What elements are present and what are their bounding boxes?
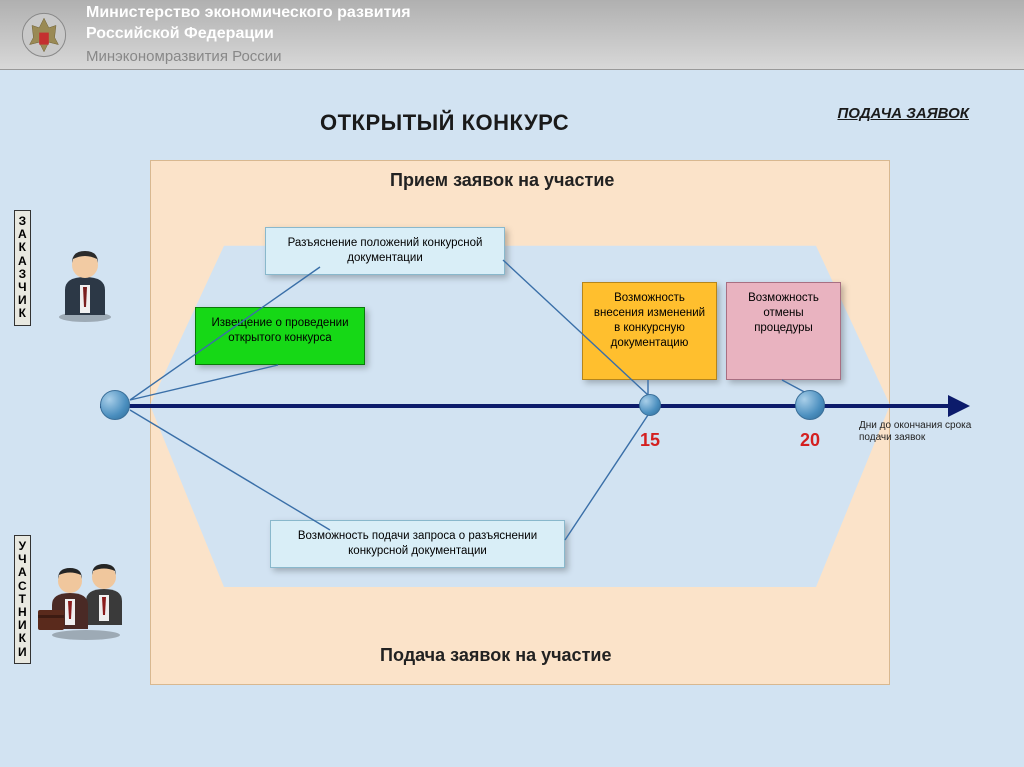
timeline-arrow-icon [948,395,970,417]
timeline-label: 15 [640,430,660,451]
upper-section-title: Прием заявок на участие [390,170,614,191]
lower-section-title: Подача заявок на участие [380,645,611,666]
timeline [100,400,970,412]
customer-icon [50,245,120,323]
submit-link[interactable]: ПОДАЧА ЗАЯВОК [837,105,969,122]
participant-label: УЧАСТНИКИ [14,535,31,664]
amend-box: Возможность внесения изменений в конкурс… [582,282,717,380]
request-box: Возможность подачи запроса о разъяснении… [270,520,565,568]
timeline-point [795,390,825,420]
emblem-icon [20,11,68,59]
header-line1: Министерство экономического развития [86,3,411,24]
timeline-point [639,394,661,416]
participants-icon [38,555,133,640]
cancel-box: Возможность отмены процедуры [726,282,841,380]
timeline-label: 20 [800,430,820,451]
timeline-point [100,390,130,420]
notice-box: Извещение о проведении открытого конкурс… [195,307,365,365]
timeline-caption: Дни до окончания срока подачи заявок [859,420,989,444]
page-title: ОТКРЫТЫЙ КОНКУРС [320,110,569,136]
page-header: Министерство экономического развития Рос… [0,0,1024,70]
clarify-box: Разъяснение положений конкурсной докумен… [265,227,505,275]
header-line2: Российской Федерации [86,24,411,45]
customer-label: ЗАКАЗЧИК [14,210,31,326]
header-line3: Минэкономразвития России [86,47,411,67]
